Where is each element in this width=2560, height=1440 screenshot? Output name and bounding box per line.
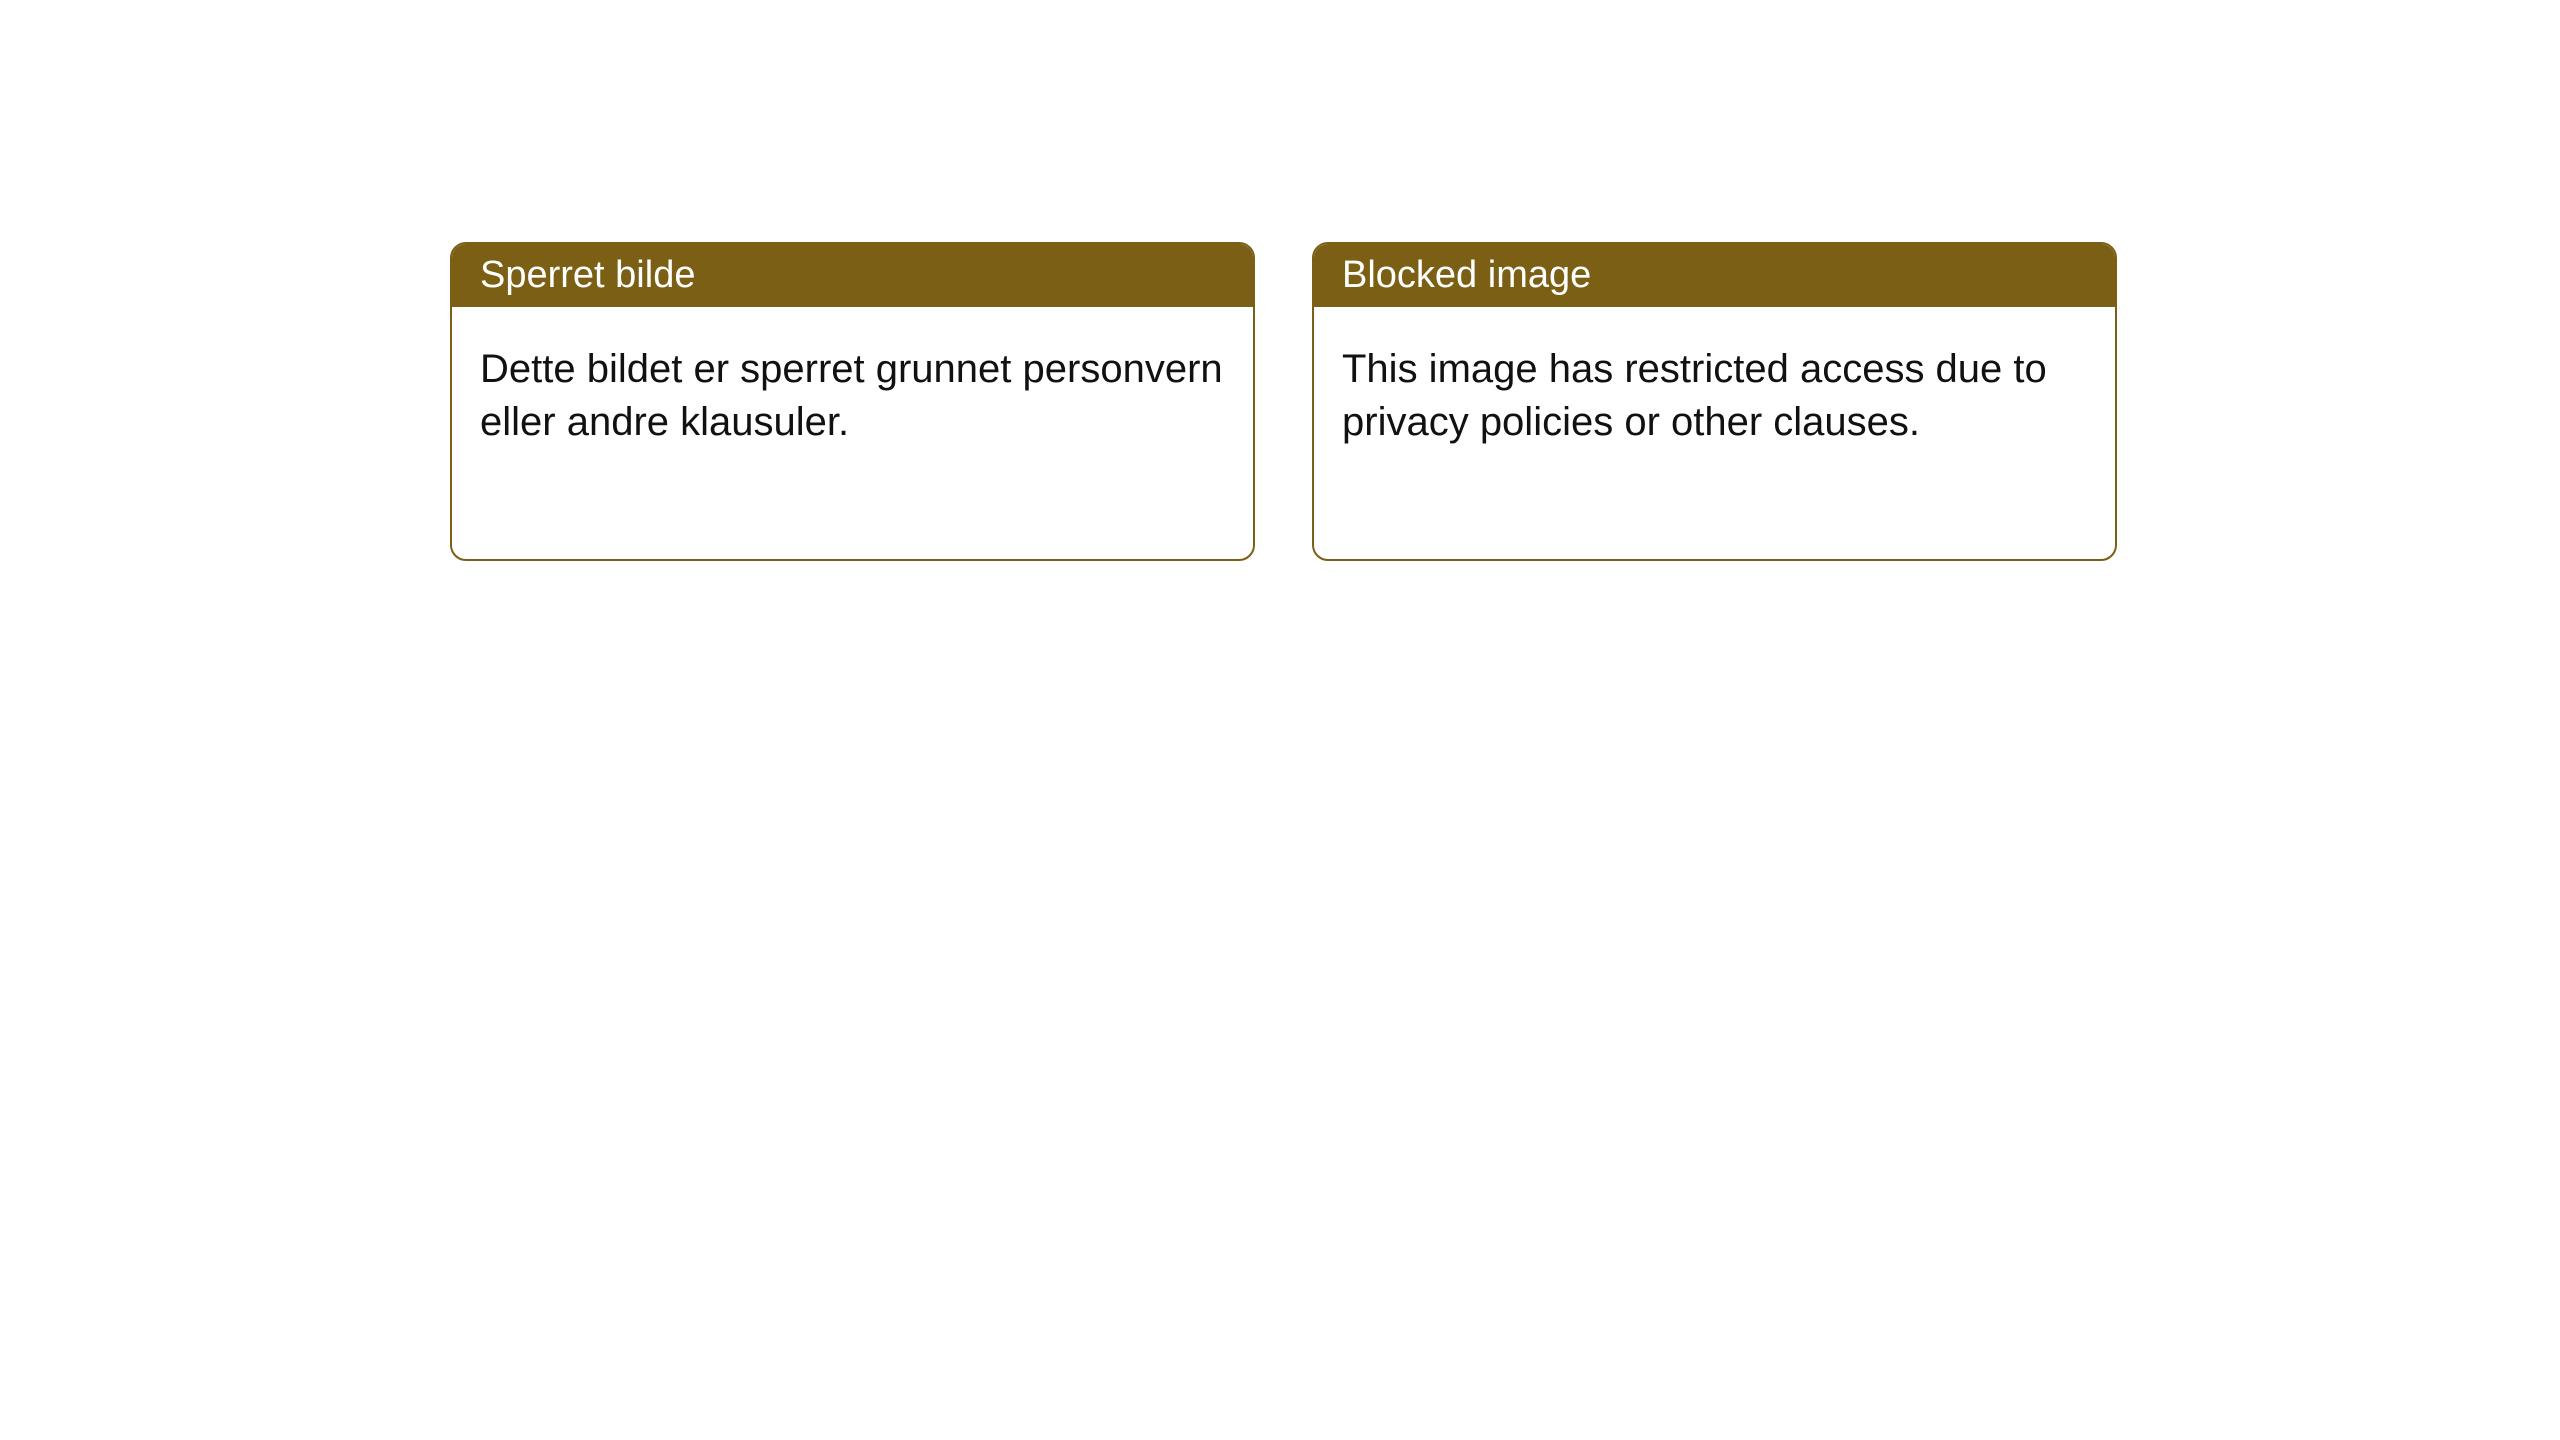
card-title-en: Blocked image	[1314, 244, 2115, 307]
card-body-en: This image has restricted access due to …	[1314, 307, 2115, 559]
card-title-no: Sperret bilde	[452, 244, 1253, 307]
card-body-no: Dette bildet er sperret grunnet personve…	[452, 307, 1253, 559]
notice-cards-row: Sperret bilde Dette bildet er sperret gr…	[450, 242, 2117, 561]
blocked-image-card-en: Blocked image This image has restricted …	[1312, 242, 2117, 561]
blocked-image-card-no: Sperret bilde Dette bildet er sperret gr…	[450, 242, 1255, 561]
